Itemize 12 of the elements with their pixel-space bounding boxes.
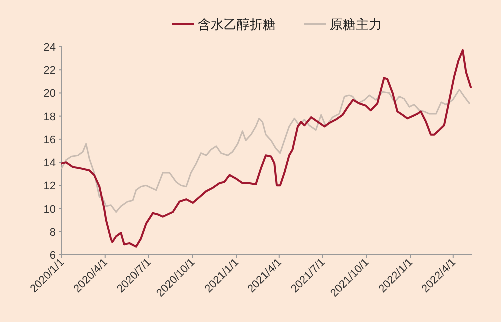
y-tick-label: 16 — [44, 134, 56, 146]
y-tick-label: 12 — [44, 180, 56, 193]
y-tick-label: 6 — [50, 250, 56, 262]
y-tick-label: 22 — [44, 65, 56, 78]
y-tick-label: 18 — [44, 111, 56, 124]
y-tick-label: 8 — [50, 226, 56, 239]
y-tick-label: 14 — [44, 158, 56, 170]
y-tick-label: 20 — [44, 88, 56, 100]
y-tick-label: 10 — [44, 204, 56, 216]
y-tick-label: 24 — [44, 42, 56, 54]
legend-label: 原糖主力 — [330, 17, 382, 32]
legend-label: 含水乙醇折糖 — [198, 17, 276, 32]
